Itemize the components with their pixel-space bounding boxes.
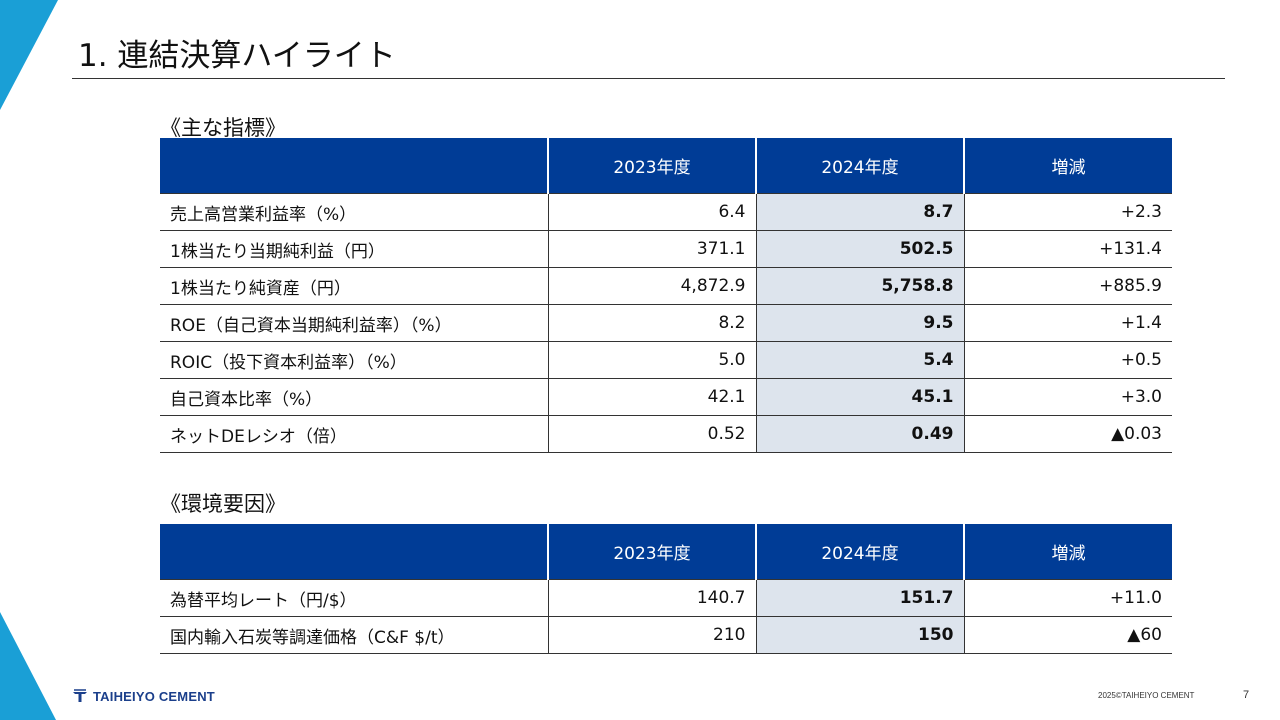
company-logo: TAIHEIYO CEMENT bbox=[72, 688, 215, 704]
table-row: 為替平均レート（円/$） 140.7 151.7 +11.0 bbox=[160, 579, 1172, 617]
value-fy2024: 151.7 bbox=[756, 579, 965, 617]
main-indicators-title: 《主な指標》 bbox=[160, 116, 286, 140]
table-header-row: 2023年度 2024年度 増減 bbox=[160, 524, 1172, 580]
row-label: 1株当たり純資産（円） bbox=[160, 267, 549, 305]
corner-accent-top bbox=[0, 0, 58, 110]
value-change: +885.9 bbox=[964, 267, 1172, 305]
value-fy2024: 9.5 bbox=[756, 304, 965, 342]
value-change: +2.3 bbox=[964, 193, 1172, 231]
environment-factors-table: 2023年度 2024年度 増減 為替平均レート（円/$） 140.7 151.… bbox=[160, 524, 1172, 654]
row-label: 自己資本比率（%） bbox=[160, 378, 549, 416]
table-row: ネットDEレシオ（倍） 0.52 0.49 ▲0.03 bbox=[160, 415, 1172, 453]
value-fy2024: 5.4 bbox=[756, 341, 965, 379]
header-item bbox=[160, 524, 549, 580]
row-label: ROE（自己資本当期純利益率）（%） bbox=[160, 304, 549, 342]
value-fy2023: 6.4 bbox=[548, 193, 757, 231]
table-row: 1株当たり当期純利益（円） 371.1 502.5 +131.4 bbox=[160, 230, 1172, 268]
table-row: 自己資本比率（%） 42.1 45.1 +3.0 bbox=[160, 378, 1172, 416]
row-label: ROIC（投下資本利益率）（%） bbox=[160, 341, 549, 379]
value-fy2024: 5,758.8 bbox=[756, 267, 965, 305]
value-fy2024: 502.5 bbox=[756, 230, 965, 268]
slide-title: 1. 連結決算ハイライト bbox=[78, 38, 396, 74]
main-indicators-table: 2023年度 2024年度 増減 売上高営業利益率（%） 6.4 8.7 +2.… bbox=[160, 138, 1172, 453]
value-fy2023: 371.1 bbox=[548, 230, 757, 268]
table-row: ROIC（投下資本利益率）（%） 5.0 5.4 +0.5 bbox=[160, 341, 1172, 379]
value-fy2023: 140.7 bbox=[548, 579, 757, 617]
row-label: 1株当たり当期純利益（円） bbox=[160, 230, 549, 268]
row-label: 国内輸入石炭等調達価格（C&F $/t） bbox=[160, 616, 549, 654]
header-item bbox=[160, 138, 549, 194]
value-fy2024: 8.7 bbox=[756, 193, 965, 231]
table-header-row: 2023年度 2024年度 増減 bbox=[160, 138, 1172, 194]
title-divider bbox=[72, 78, 1225, 79]
value-fy2024: 150 bbox=[756, 616, 965, 654]
value-change: ▲0.03 bbox=[964, 415, 1172, 453]
table-row: 1株当たり純資産（円） 4,872.9 5,758.8 +885.9 bbox=[160, 267, 1172, 305]
value-fy2024: 45.1 bbox=[756, 378, 965, 416]
page-number: 7 bbox=[1243, 689, 1250, 701]
header-change: 増減 bbox=[964, 524, 1172, 580]
value-fy2023: 8.2 bbox=[548, 304, 757, 342]
value-change: +0.5 bbox=[964, 341, 1172, 379]
value-fy2023: 210 bbox=[548, 616, 757, 654]
value-change: +11.0 bbox=[964, 579, 1172, 617]
table-row: ROE（自己資本当期純利益率）（%） 8.2 9.5 +1.4 bbox=[160, 304, 1172, 342]
value-fy2023: 5.0 bbox=[548, 341, 757, 379]
value-change: +131.4 bbox=[964, 230, 1172, 268]
value-change: +3.0 bbox=[964, 378, 1172, 416]
header-change: 増減 bbox=[964, 138, 1172, 194]
value-fy2023: 42.1 bbox=[548, 378, 757, 416]
header-fy2024: 2024年度 bbox=[756, 138, 965, 194]
table-row: 国内輸入石炭等調達価格（C&F $/t） 210 150 ▲60 bbox=[160, 616, 1172, 654]
header-fy2024: 2024年度 bbox=[756, 524, 965, 580]
value-change: ▲60 bbox=[964, 616, 1172, 654]
value-fy2024: 0.49 bbox=[756, 415, 965, 453]
logo-mark-icon bbox=[72, 688, 88, 704]
value-change: +1.4 bbox=[964, 304, 1172, 342]
row-label: 売上高営業利益率（%） bbox=[160, 193, 549, 231]
value-fy2023: 4,872.9 bbox=[548, 267, 757, 305]
corner-accent-bottom bbox=[0, 612, 56, 720]
row-label: 為替平均レート（円/$） bbox=[160, 579, 549, 617]
environment-factors-title: 《環境要因》 bbox=[160, 492, 286, 516]
value-fy2023: 0.52 bbox=[548, 415, 757, 453]
table-row: 売上高営業利益率（%） 6.4 8.7 +2.3 bbox=[160, 193, 1172, 231]
header-fy2023: 2023年度 bbox=[548, 138, 757, 194]
row-label: ネットDEレシオ（倍） bbox=[160, 415, 549, 453]
header-fy2023: 2023年度 bbox=[548, 524, 757, 580]
logo-text: TAIHEIYO CEMENT bbox=[93, 688, 215, 704]
copyright-text: 2025©TAIHEIYO CEMENT bbox=[1098, 691, 1195, 700]
